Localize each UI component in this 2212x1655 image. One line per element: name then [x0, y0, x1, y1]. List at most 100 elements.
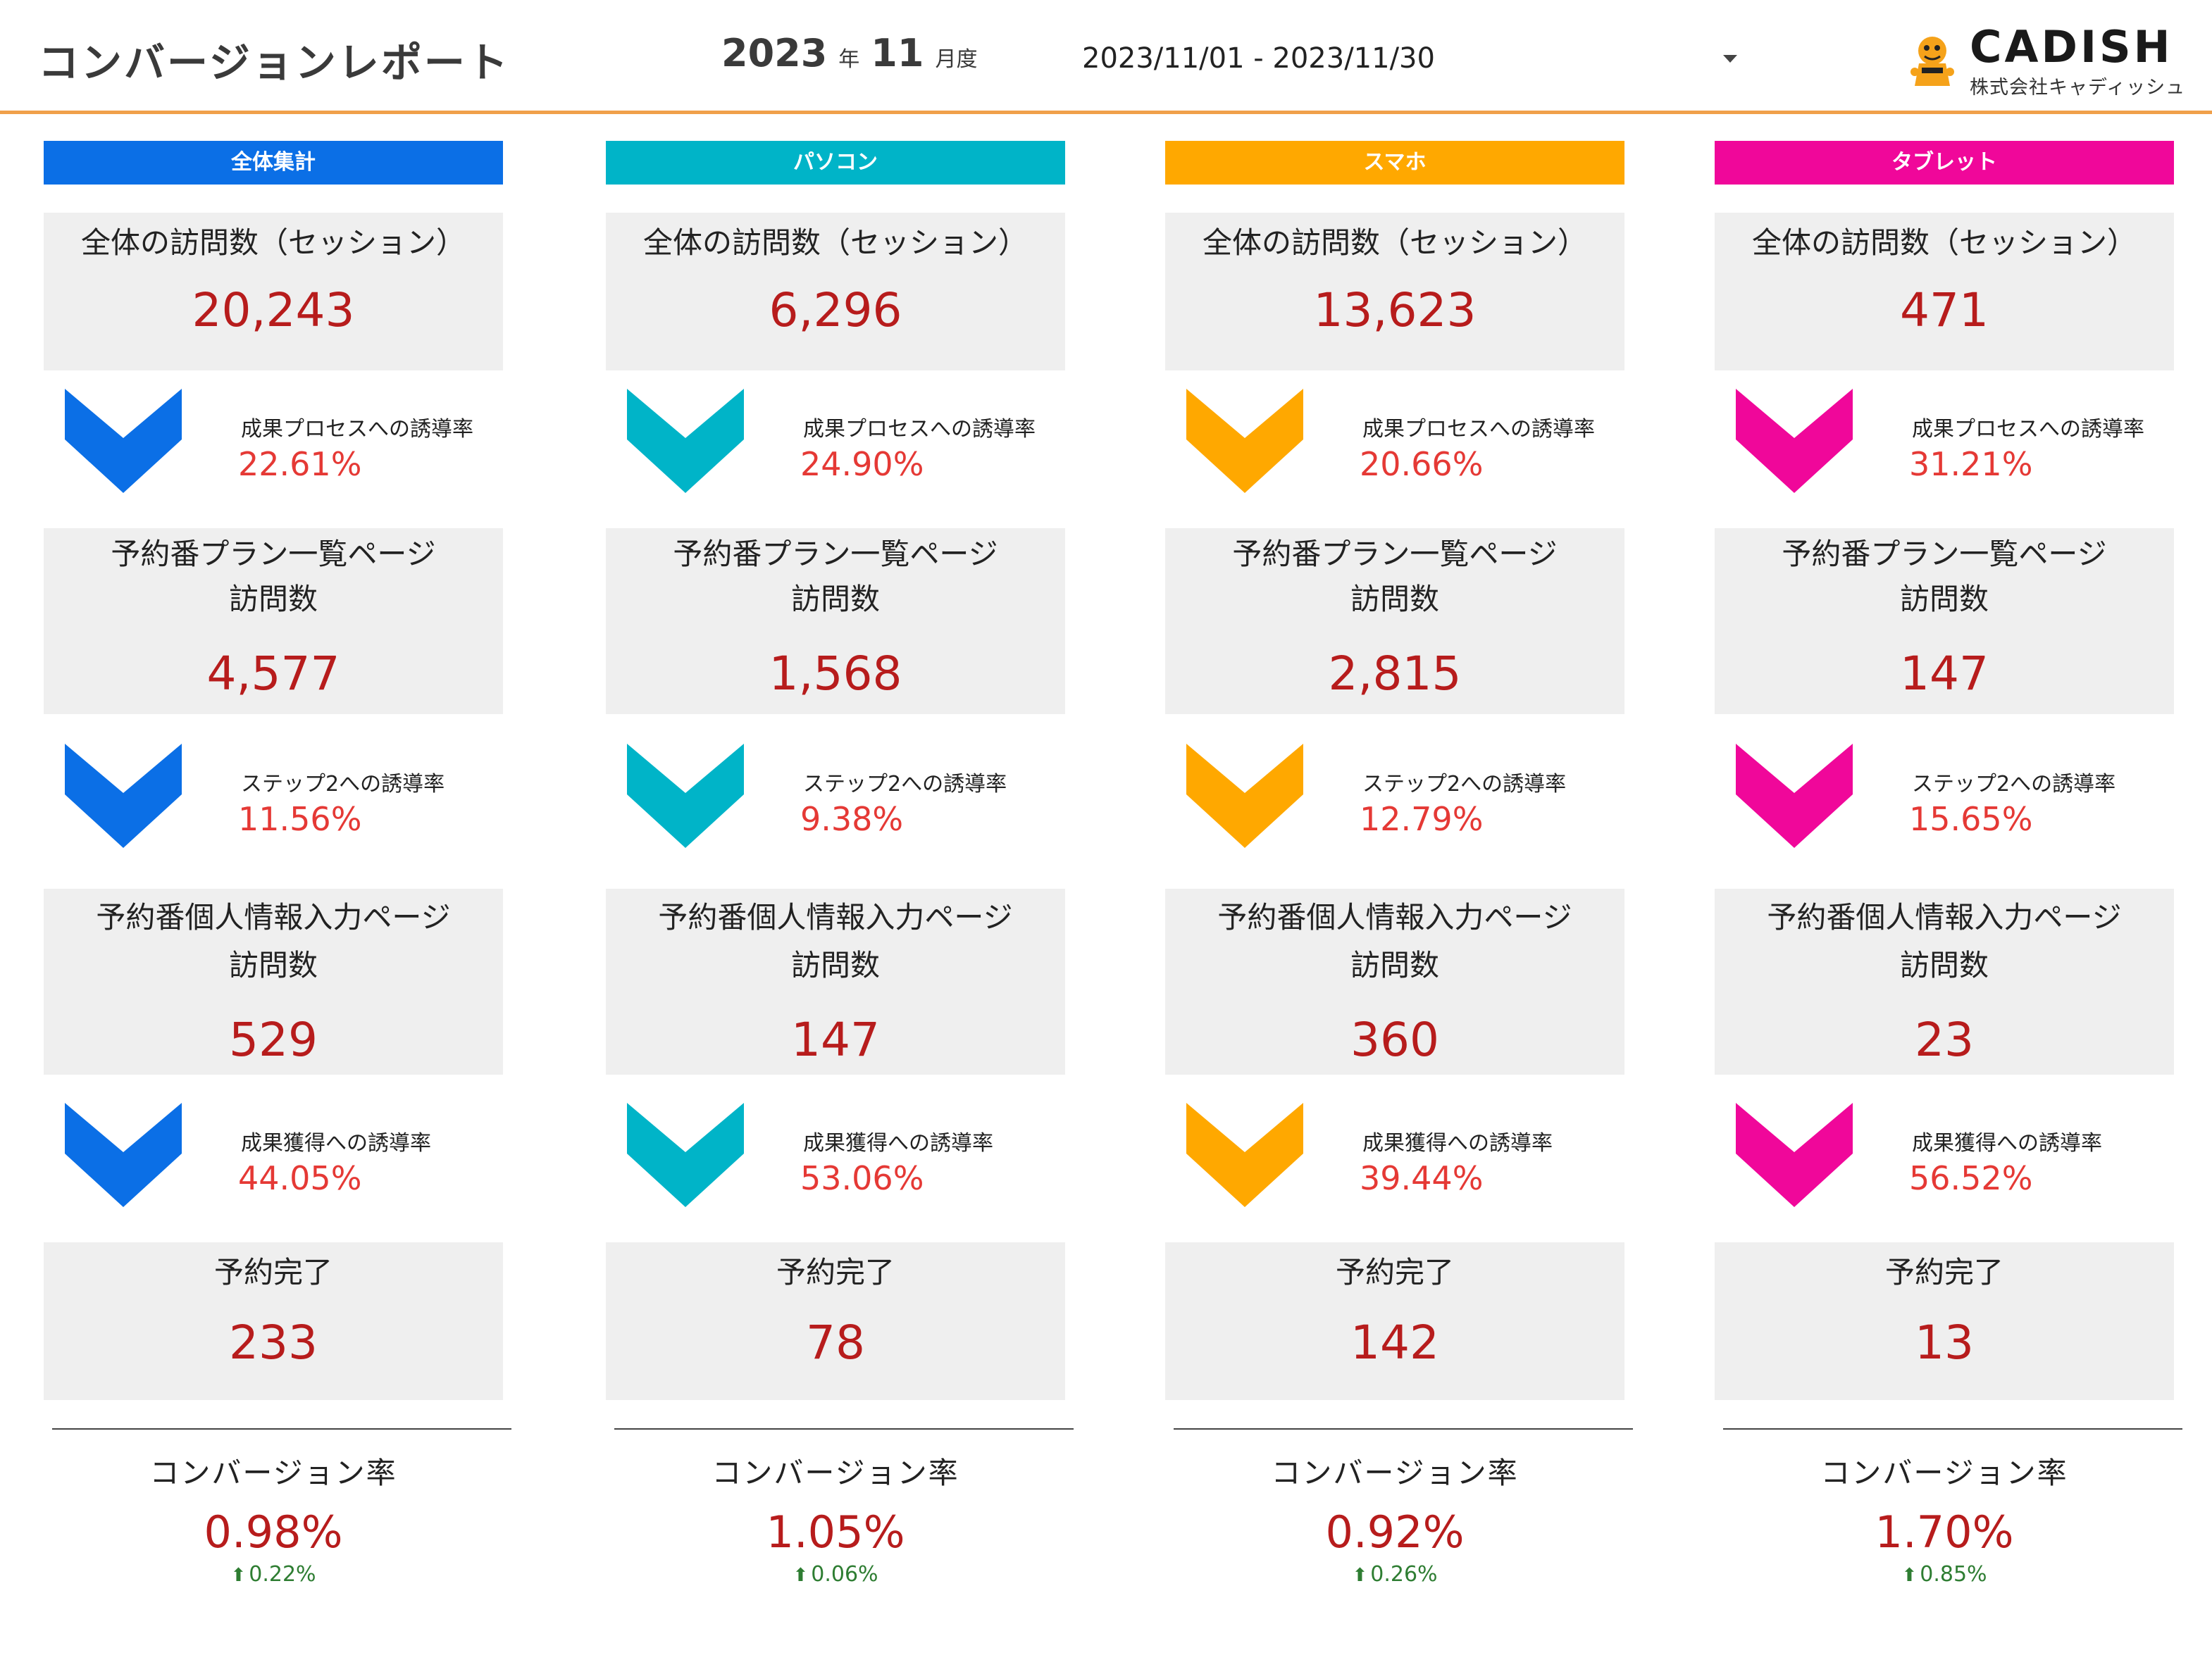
info-page-label: 予約番個人情報入力ページ	[1767, 900, 2122, 935]
chevron-down-icon	[1186, 744, 1303, 848]
acquisition-rate-label: 成果獲得への誘導率	[241, 1131, 431, 1156]
plan-page-value: 4,577	[206, 647, 340, 701]
conversion-rate-card: コンバージョン率 1.70% ⬆ 0.85%	[1715, 1449, 2174, 1587]
booking-complete-label: 予約完了	[1884, 1255, 2003, 1289]
process-rate-value: 22.61%	[238, 445, 362, 483]
acquisition-rate-value: 39.44%	[1360, 1159, 1484, 1197]
conversion-rate-value: 1.05%	[766, 1506, 905, 1558]
process-rate-label: 成果プロセスへの誘導率	[241, 417, 473, 442]
info-page-card: 予約番個人情報入力ページ 訪問数 23	[1715, 889, 2174, 1075]
conversion-rate-change-value: 0.22%	[249, 1562, 316, 1587]
funnel-column-1: 全体集計 全体の訪問数（セッション） 20,243 成果プロセスへの誘導率 22…	[44, 141, 511, 1627]
step2-rate-value: 11.56%	[238, 800, 362, 838]
plan-page-card: 予約番プラン一覧ページ 訪問数 4,577	[44, 528, 503, 714]
acquisition-rate-label: 成果獲得への誘導率	[1362, 1131, 1553, 1156]
sessions-value: 6,296	[769, 283, 902, 337]
arrow-up-icon: ⬆	[1901, 1565, 1918, 1586]
chevron-down-icon	[1186, 389, 1303, 493]
divider	[52, 1428, 511, 1430]
chevron-down-icon	[1736, 389, 1853, 493]
plan-page-card: 予約番プラン一覧ページ 訪問数 147	[1715, 528, 2174, 714]
sessions-label: 全体の訪問数（セッション）	[1751, 225, 2137, 260]
period-year: 2023	[721, 31, 828, 75]
step2-rate-label: ステップ2への誘導率	[803, 772, 1007, 797]
chevron-down-icon	[65, 1103, 182, 1207]
plan-page-sublabel: 訪問数	[1899, 582, 1989, 616]
plan-page-value: 1,568	[769, 647, 902, 701]
conversion-rate-change-value: 0.06%	[811, 1562, 878, 1587]
booking-complete-card: 予約完了 233	[44, 1242, 503, 1400]
info-page-label: 予約番個人情報入力ページ	[96, 900, 451, 935]
booking-complete-card: 予約完了 142	[1165, 1242, 1624, 1400]
conversion-rate-label: コンバージョン率	[1820, 1456, 2068, 1490]
divider	[614, 1428, 1074, 1430]
sessions-card: 全体の訪問数（セッション） 20,243	[44, 213, 503, 370]
arrow-up-icon: ⬆	[230, 1565, 247, 1586]
mascot-icon	[1910, 37, 1954, 86]
funnel-column-3: スマホ 全体の訪問数（セッション） 13,623 成果プロセスへの誘導率 20.…	[1165, 141, 1633, 1627]
conversion-rate-card: コンバージョン率 1.05% ⬆ 0.06%	[606, 1449, 1065, 1587]
conversion-rate-label: コンバージョン率	[712, 1456, 959, 1490]
booking-complete-value: 78	[806, 1316, 865, 1370]
chevron-down-icon	[627, 1103, 744, 1207]
dropdown-arrow-icon[interactable]	[1723, 55, 1737, 63]
plan-page-value: 147	[1900, 647, 1989, 701]
plan-page-sublabel: 訪問数	[1350, 582, 1439, 616]
chevron-down-icon	[627, 744, 744, 848]
period-year-unit: 年	[838, 47, 860, 72]
process-rate: 成果プロセスへの誘導率 31.21%	[1736, 389, 2173, 501]
arrow-up-icon: ⬆	[1352, 1565, 1368, 1586]
step2-rate-value: 9.38%	[800, 800, 904, 838]
acquisition-rate-value: 56.52%	[1909, 1159, 2033, 1197]
info-page-card: 予約番個人情報入力ページ 訪問数 147	[606, 889, 1065, 1075]
company-logo: CADISH 株式会社キャディッシュ	[1902, 20, 2191, 99]
acquisition-rate: 成果獲得への誘導率 56.52%	[1736, 1103, 2173, 1216]
conversion-rate-change-value: 0.26%	[1370, 1562, 1438, 1587]
process-rate-label: 成果プロセスへの誘導率	[803, 417, 1036, 442]
plan-page-label: 予約番プラン一覧ページ	[673, 537, 998, 571]
report-period: 2023 年 11 月度	[721, 31, 988, 75]
chevron-down-icon	[627, 389, 744, 493]
booking-complete-card: 予約完了 78	[606, 1242, 1065, 1400]
chevron-down-icon	[1736, 1103, 1853, 1207]
acquisition-rate: 成果獲得への誘導率 39.44%	[1186, 1103, 1623, 1216]
conversion-rate-label: コンバージョン率	[1271, 1456, 1519, 1490]
process-rate-value: 20.66%	[1360, 445, 1484, 483]
conversion-rate-change: ⬆ 0.06%	[606, 1562, 1065, 1587]
info-page-sublabel: 訪問数	[1350, 948, 1439, 982]
step2-rate: ステップ2への誘導率 15.65%	[1736, 744, 2173, 856]
column-header: 全体集計	[44, 141, 503, 185]
booking-complete-label: 予約完了	[213, 1255, 333, 1289]
column-header: パソコン	[606, 141, 1065, 185]
info-page-value: 147	[791, 1013, 880, 1067]
conversion-rate-change: ⬆ 0.26%	[1165, 1562, 1624, 1587]
funnel-column-4: タブレット 全体の訪問数（セッション） 471 成果プロセスへの誘導率 31.2…	[1715, 141, 2182, 1627]
sessions-label: 全体の訪問数（セッション）	[1202, 225, 1587, 260]
step2-rate-label: ステップ2への誘導率	[1362, 772, 1567, 797]
process-rate: 成果プロセスへの誘導率 24.90%	[627, 389, 1064, 501]
sessions-value: 13,623	[1313, 283, 1477, 337]
booking-complete-label: 予約完了	[1335, 1255, 1454, 1289]
acquisition-rate-value: 53.06%	[800, 1159, 924, 1197]
step2-rate: ステップ2への誘導率 12.79%	[1186, 744, 1623, 856]
plan-page-card: 予約番プラン一覧ページ 訪問数 2,815	[1165, 528, 1624, 714]
chevron-down-icon	[65, 744, 182, 848]
process-rate: 成果プロセスへの誘導率 20.66%	[1186, 389, 1623, 501]
period-month: 11	[871, 31, 924, 75]
divider	[1174, 1428, 1633, 1430]
step2-rate: ステップ2への誘導率 9.38%	[627, 744, 1064, 856]
info-page-sublabel: 訪問数	[228, 948, 318, 982]
conversion-rate-change: ⬆ 0.85%	[1715, 1562, 2174, 1587]
step2-rate: ステップ2への誘導率 11.56%	[65, 744, 502, 856]
sessions-value: 20,243	[192, 283, 355, 337]
step2-rate-value: 12.79%	[1360, 800, 1484, 838]
period-month-unit: 月度	[935, 47, 978, 72]
logo-name: CADISH	[1970, 21, 2173, 73]
plan-page-card: 予約番プラン一覧ページ 訪問数 1,568	[606, 528, 1065, 714]
plan-page-label: 予約番プラン一覧ページ	[1782, 537, 2107, 571]
booking-complete-value: 13	[1915, 1316, 1974, 1370]
acquisition-rate: 成果獲得への誘導率 53.06%	[627, 1103, 1064, 1216]
date-range-selector[interactable]: 2023/11/01 - 2023/11/30	[1082, 42, 1435, 75]
process-rate-label: 成果プロセスへの誘導率	[1912, 417, 2144, 442]
conversion-rate-value: 1.70%	[1875, 1506, 2014, 1558]
